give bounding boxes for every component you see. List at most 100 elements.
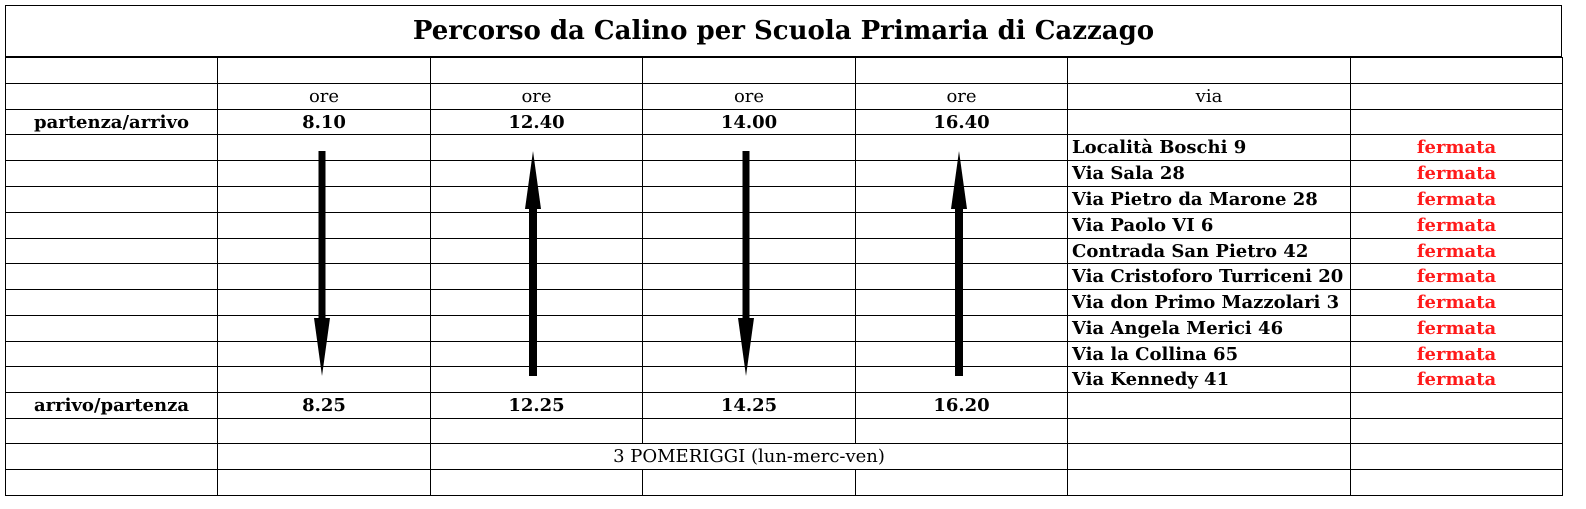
table-cell — [5, 57, 218, 84]
table-cell — [642, 263, 856, 290]
table-cell — [5, 469, 218, 496]
stop-address: Località Boschi 9 — [1067, 134, 1351, 161]
table-cell — [642, 238, 856, 264]
table-cell — [855, 263, 1068, 290]
table-cell — [217, 315, 431, 342]
stop-address: Via la Collina 65 — [1067, 341, 1351, 367]
table-cell — [642, 315, 856, 342]
stop-address: Via Paolo VI 6 — [1067, 212, 1351, 239]
table-cell — [430, 160, 643, 187]
table-cell — [5, 443, 218, 470]
stop-address: Via Cristoforo Turriceni 20 — [1067, 263, 1351, 290]
table-cell — [855, 134, 1068, 161]
table-cell — [642, 57, 856, 84]
table-cell — [217, 366, 431, 393]
table-cell — [430, 469, 643, 496]
table-cell — [430, 263, 643, 290]
time-top: 12.40 — [430, 109, 643, 135]
stop-status: fermata — [1350, 289, 1563, 316]
stop-status: fermata — [1350, 366, 1563, 393]
table-cell — [217, 263, 431, 290]
stop-status: fermata — [1350, 341, 1563, 367]
table-cell — [5, 160, 218, 187]
stop-address: Via don Primo Mazzolari 3 — [1067, 289, 1351, 316]
table-cell — [1067, 109, 1351, 135]
table-cell — [430, 57, 643, 84]
table-cell — [642, 366, 856, 393]
table-cell — [430, 238, 643, 264]
time-bottom: 12.25 — [430, 392, 643, 419]
stop-status: fermata — [1350, 238, 1563, 264]
time-bottom: 14.25 — [642, 392, 856, 419]
table-cell — [430, 212, 643, 239]
table-cell — [430, 186, 643, 213]
table-cell — [430, 134, 643, 161]
page-title: Percorso da Calino per Scuola Primaria d… — [5, 5, 1562, 57]
table-cell — [217, 212, 431, 239]
time-top: 14.00 — [642, 109, 856, 135]
table-cell — [5, 134, 218, 161]
column-header-ore: ore — [642, 83, 856, 110]
table-cell — [5, 315, 218, 342]
table-cell — [855, 57, 1068, 84]
table-cell — [855, 186, 1068, 213]
table-cell — [855, 160, 1068, 187]
stop-status: fermata — [1350, 186, 1563, 213]
table-cell — [642, 160, 856, 187]
table-cell — [855, 212, 1068, 239]
table-cell — [855, 366, 1068, 393]
table-cell — [1067, 469, 1351, 496]
time-top: 8.10 — [217, 109, 431, 135]
note-text: 3 POMERIGGI (lun-merc-ven) — [430, 443, 1068, 470]
stop-status: fermata — [1350, 160, 1563, 187]
table-cell — [642, 186, 856, 213]
stop-status: fermata — [1350, 212, 1563, 239]
table-cell — [430, 418, 643, 444]
time-top: 16.40 — [855, 109, 1068, 135]
table-cell — [217, 418, 431, 444]
stop-address: Via Pietro da Marone 28 — [1067, 186, 1351, 213]
table-cell — [642, 418, 856, 444]
time-bottom: 8.25 — [217, 392, 431, 419]
table-cell — [855, 238, 1068, 264]
column-header-ore: ore — [217, 83, 431, 110]
stop-status: fermata — [1350, 315, 1563, 342]
table-cell — [855, 418, 1068, 444]
stop-address: Via Kennedy 41 — [1067, 366, 1351, 393]
table-cell — [1067, 418, 1351, 444]
table-cell — [217, 469, 431, 496]
table-cell — [855, 341, 1068, 367]
table-cell — [642, 469, 856, 496]
table-cell — [5, 263, 218, 290]
table-cell — [5, 366, 218, 393]
stop-address: Contrada San Pietro 42 — [1067, 238, 1351, 264]
stop-address: Via Angela Merici 46 — [1067, 315, 1351, 342]
time-bottom: 16.20 — [855, 392, 1068, 419]
stop-status: fermata — [1350, 263, 1563, 290]
table-cell — [855, 289, 1068, 316]
table-cell — [5, 238, 218, 264]
table-cell — [1350, 418, 1563, 444]
table-cell — [5, 83, 218, 110]
table-cell — [217, 160, 431, 187]
table-cell — [1067, 57, 1351, 84]
table-cell — [1067, 443, 1351, 470]
table-cell — [217, 238, 431, 264]
table-cell — [217, 134, 431, 161]
row-label-arrivo: arrivo/partenza — [5, 392, 218, 419]
table-cell — [855, 469, 1068, 496]
table-cell — [430, 289, 643, 316]
table-cell — [430, 366, 643, 393]
column-header-ore: ore — [430, 83, 643, 110]
stop-address: Via Sala 28 — [1067, 160, 1351, 187]
table-cell — [642, 134, 856, 161]
table-cell — [217, 289, 431, 316]
table-cell — [217, 57, 431, 84]
row-label-partenza: partenza/arrivo — [5, 109, 218, 135]
table-cell — [1350, 109, 1563, 135]
table-cell — [217, 443, 431, 470]
table-cell — [217, 186, 431, 213]
stop-status: fermata — [1350, 134, 1563, 161]
table-cell — [642, 289, 856, 316]
